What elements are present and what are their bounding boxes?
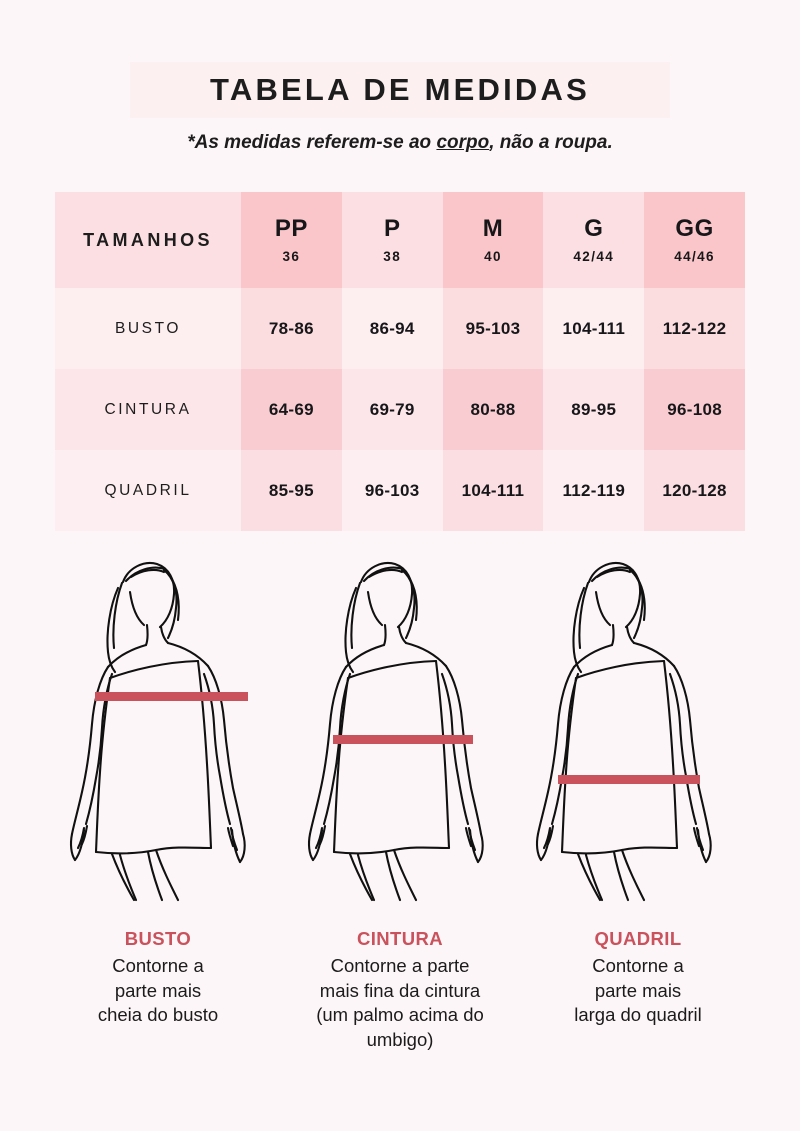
- size-name: G: [584, 215, 604, 243]
- cell-cintura-m: 80-88: [442, 369, 544, 450]
- hip-measure-band: [558, 775, 700, 784]
- table-header-row: TAMANHOS PP 36 P 38 M 40 G 42/44 GG 44/4…: [55, 192, 745, 288]
- table-header-size-gg: GG 44/46: [644, 192, 745, 288]
- measurement-captions: BUSTO Contorne a parte mais cheia do bus…: [0, 928, 800, 1050]
- waist-measure-band: [333, 735, 473, 744]
- cell-value: 96-103: [364, 480, 420, 500]
- bust-measure-band: [95, 692, 248, 701]
- cell-value: 104-111: [562, 318, 626, 338]
- cell-value: 85-95: [268, 480, 314, 500]
- female-body-line-art-busto: [69, 562, 248, 902]
- size-measurements-table: TAMANHOS PP 36 P 38 M 40 G 42/44 GG 44/4…: [55, 192, 745, 531]
- cell-value: 78-86: [268, 318, 314, 338]
- caption-line: parte mais: [114, 979, 202, 1001]
- caption-line: (um palmo acima do umbigo): [316, 1004, 484, 1050]
- row-label-text: CINTURA: [104, 400, 192, 418]
- table-header-size-p: P 38: [341, 192, 443, 288]
- table-header-label-tamanhos: TAMANHOS: [55, 192, 241, 288]
- cell-value: 120-128: [662, 480, 727, 500]
- cell-value: 89-95: [571, 399, 617, 419]
- cell-value: 96-108: [667, 399, 722, 419]
- row-label-text: QUADRIL: [104, 481, 192, 499]
- page-title: TABELA DE MEDIDAS: [210, 72, 590, 107]
- cell-value: 112-122: [662, 318, 727, 338]
- caption-cintura: CINTURA Contorne a parte mais fina da ci…: [282, 928, 518, 1052]
- cell-quadril-m: 104-111: [442, 450, 544, 531]
- cell-busto-gg: 112-122: [644, 288, 745, 369]
- cell-quadril-g: 112-119: [543, 450, 645, 531]
- row-label-text: BUSTO: [114, 319, 182, 337]
- cell-cintura-pp: 64-69: [241, 369, 342, 450]
- row-label-quadril: QUADRIL: [55, 450, 241, 531]
- cell-value: 69-79: [369, 399, 415, 419]
- caption-title: QUADRIL: [594, 928, 682, 949]
- caption-line: cheia do busto: [97, 1004, 219, 1026]
- cell-busto-g: 104-111: [543, 288, 645, 369]
- caption-body: Contorne a parte mais cheia do busto: [40, 954, 276, 1028]
- table-header-size-m: M 40: [442, 192, 544, 288]
- table-row-busto: BUSTO 78-86 86-94 95-103 104-111 112-122: [55, 288, 745, 369]
- caption-quadril: QUADRIL Contorne a parte mais larga do q…: [520, 928, 756, 1028]
- cell-quadril-p: 96-103: [341, 450, 443, 531]
- caption-body: Contorne a parte mais larga do quadril: [520, 954, 756, 1028]
- table-header-label-text: TAMANHOS: [83, 229, 213, 250]
- subtitle-text-after: , não a roupa.: [489, 132, 613, 153]
- caption-line: Contorne a parte: [330, 955, 470, 976]
- cell-cintura-p: 69-79: [341, 369, 443, 450]
- cell-value: 95-103: [465, 318, 521, 338]
- size-number: 40: [484, 248, 502, 264]
- caption-line: parte mais: [594, 979, 682, 1001]
- cell-busto-pp: 78-86: [241, 288, 342, 369]
- row-label-busto: BUSTO: [55, 288, 241, 369]
- caption-body: Contorne a parte mais fina da cintura (u…: [282, 954, 518, 1052]
- table-row-quadril: QUADRIL 85-95 96-103 104-111 112-119 120…: [55, 450, 745, 531]
- size-number: 44/46: [674, 248, 715, 264]
- size-name: P: [383, 215, 401, 243]
- female-body-line-art-quadril: [535, 562, 712, 902]
- table-row-cintura: CINTURA 64-69 69-79 80-88 89-95 96-108: [55, 369, 745, 450]
- caption-title: BUSTO: [124, 928, 192, 949]
- cell-quadril-pp: 85-95: [241, 450, 342, 531]
- table-header-size-g: G 42/44: [543, 192, 645, 288]
- size-name: GG: [675, 215, 714, 243]
- cell-cintura-g: 89-95: [543, 369, 645, 450]
- measurement-illustrations: [0, 548, 800, 908]
- caption-line: larga do quadril: [574, 1004, 702, 1026]
- cell-value: 112-119: [562, 480, 626, 500]
- cell-busto-p: 86-94: [341, 288, 443, 369]
- size-number: 42/44: [573, 248, 615, 264]
- table-header-size-pp: PP 36: [241, 192, 342, 288]
- cell-value: 80-88: [470, 399, 516, 419]
- caption-line: Contorne a: [592, 955, 684, 976]
- size-number: 38: [383, 248, 402, 264]
- cell-value: 64-69: [268, 399, 314, 419]
- cell-cintura-gg: 96-108: [644, 369, 745, 450]
- caption-line: Contorne a: [112, 955, 204, 976]
- row-label-cintura: CINTURA: [55, 369, 241, 450]
- figure-cintura: [290, 548, 530, 908]
- page-subtitle: *As medidas referem-se ao corpo, não a r…: [0, 132, 800, 154]
- size-name: PP: [274, 215, 308, 243]
- title-background-band: [130, 62, 670, 118]
- figure-quadril: [518, 548, 758, 908]
- cell-busto-m: 95-103: [442, 288, 544, 369]
- cell-value: 86-94: [369, 318, 415, 338]
- cell-quadril-gg: 120-128: [644, 450, 745, 531]
- size-name: M: [482, 215, 504, 243]
- subtitle-underlined-word: corpo: [436, 132, 490, 153]
- figure-busto: [52, 548, 292, 908]
- female-body-line-art-cintura: [307, 562, 484, 902]
- size-number: 36: [282, 248, 301, 264]
- cell-value: 104-111: [461, 480, 525, 500]
- caption-line: mais fina da cintura: [319, 979, 481, 1001]
- subtitle-text-before: *As medidas referem-se ao: [187, 132, 437, 153]
- caption-title: CINTURA: [356, 928, 444, 949]
- caption-busto: BUSTO Contorne a parte mais cheia do bus…: [40, 928, 276, 1028]
